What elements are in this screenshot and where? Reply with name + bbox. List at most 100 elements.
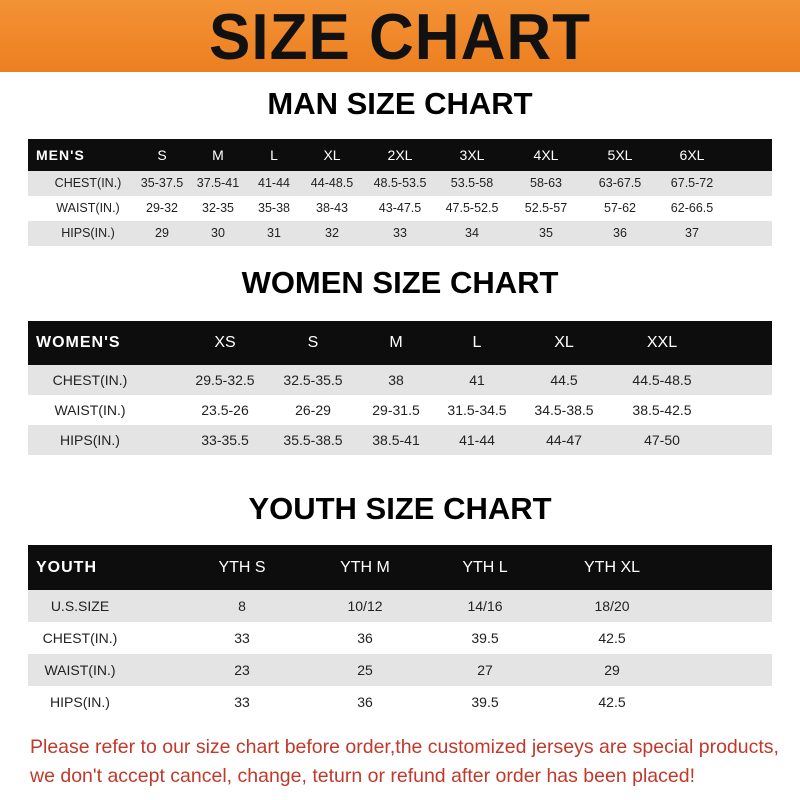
table-cell: 29	[155, 226, 169, 240]
table-cell: 30	[211, 226, 225, 240]
table-cell: 44-47	[546, 432, 582, 448]
size-header: YTH S	[218, 559, 266, 576]
title-banner: SIZE CHART	[0, 0, 800, 74]
table-row: U.S.SIZE 8 10/12 14/16 18/20	[28, 590, 772, 622]
row-label: CHEST(IN.)	[52, 372, 128, 388]
notice-line-2: we don't accept cancel, change, teturn o…	[30, 765, 695, 787]
table-cell: 62-66.5	[670, 201, 714, 215]
table-cell: 47-50	[644, 432, 680, 448]
table-title: MEN'S	[36, 147, 85, 163]
table-row: HIPS(IN.) 33-35.5 35.5-38.5 38.5-41 41-44 44-…	[28, 425, 772, 455]
table-cell: 42.5	[598, 630, 626, 646]
table-row: WAIST(IN.) 29-32 32-35 35-38 38-43 43-47.5 47.…	[28, 196, 772, 221]
order-notice: Please refer to our size chart before or…	[30, 733, 790, 791]
notice-line-1: Please refer to our size chart before or…	[30, 736, 779, 758]
table-cell: 63-67.5	[598, 176, 642, 190]
table-cell: 31.5-34.5	[447, 402, 507, 418]
women-chart-title: WOMEN SIZE CHART	[241, 265, 559, 300]
size-header: XL	[323, 147, 341, 163]
table-cell: 35-37.5	[140, 176, 184, 190]
youth-chart-title: YOUTH SIZE CHART	[248, 491, 552, 526]
table-cell: 26-29	[295, 402, 331, 418]
table-cell: 39.5	[471, 694, 499, 710]
table-cell: 44.5	[550, 372, 578, 388]
table-cell: 32-35	[202, 201, 234, 215]
table-cell: 31	[267, 226, 281, 240]
table-cell: 36	[357, 694, 373, 710]
table-cell: 57-62	[604, 201, 636, 215]
size-header: YTH XL	[583, 559, 641, 576]
table-cell: 41-44	[258, 176, 290, 190]
table-cell: 39.5	[471, 630, 499, 646]
table-row: HIPS(IN.) 33 36 39.5 42.5	[28, 686, 772, 718]
table-cell: 35.5-38.5	[283, 432, 343, 448]
table-cell: 33	[234, 630, 250, 646]
size-header: L	[472, 334, 482, 351]
size-header: YTH L	[462, 559, 508, 576]
table-cell: 33	[234, 694, 250, 710]
table-row: WAIST(IN.) 23.5-26 26-29 29-31.5 31.5-34.5 34…	[28, 395, 772, 425]
men-header-row: MEN'S S M L XL 2XL 3XL 4XL 5XL 6XL	[28, 139, 772, 171]
banner-title: SIZE CHART	[209, 1, 591, 74]
youth-header-row: YOUTH YTH S YTH M YTH L YTH XL	[28, 545, 772, 590]
size-header: XL	[554, 334, 574, 351]
size-header: YTH M	[340, 559, 390, 576]
row-label: U.S.SIZE	[50, 598, 110, 614]
table-cell: 35-38	[258, 201, 290, 215]
row-label: CHEST(IN.)	[42, 630, 118, 646]
table-row: CHEST(IN.) 29.5-32.5 32.5-35.5 38 41 44.5 44.5…	[28, 365, 772, 395]
size-header: XS	[214, 334, 236, 351]
table-cell: 29-31.5	[372, 402, 420, 418]
table-cell: 47.5-52.5	[445, 201, 499, 215]
table-cell: 38-43	[316, 201, 348, 215]
table-cell: 34	[465, 226, 479, 240]
table-cell: 27	[477, 662, 493, 678]
size-header: 5XL	[607, 147, 633, 163]
youth-size-table: YOUTH YTH S YTH M YTH L YTH XL U.S.SIZE 8 10/12…	[28, 545, 772, 718]
size-header: L	[270, 147, 278, 163]
table-cell: 37.5-41	[196, 176, 240, 190]
table-cell: 33	[393, 226, 407, 240]
table-cell: 29.5-32.5	[195, 372, 255, 388]
table-cell: 32.5-35.5	[283, 372, 343, 388]
row-label: WAIST(IN.)	[56, 201, 120, 215]
row-label: HIPS(IN.)	[60, 432, 120, 448]
table-cell: 35	[539, 226, 553, 240]
table-cell: 36	[357, 630, 373, 646]
row-label: WAIST(IN.)	[54, 402, 126, 418]
size-header: S	[157, 147, 167, 163]
table-cell: 48.5-53.5	[373, 176, 427, 190]
size-header: 3XL	[459, 147, 485, 163]
table-title: YOUTH	[36, 559, 97, 576]
row-label: CHEST(IN.)	[54, 176, 122, 190]
size-header: S	[307, 334, 319, 351]
table-cell: 18/20	[594, 598, 630, 614]
table-cell: 29-32	[146, 201, 178, 215]
table-cell: 41-44	[459, 432, 495, 448]
table-row: CHEST(IN.) 33 36 39.5 42.5	[28, 622, 772, 654]
men-chart-title: MAN SIZE CHART	[267, 86, 533, 121]
table-cell: 43-47.5	[378, 201, 422, 215]
table-cell: 32	[325, 226, 339, 240]
table-cell: 58-63	[530, 176, 562, 190]
table-cell: 29	[604, 662, 620, 678]
table-row: WAIST(IN.) 23 25 27 29	[28, 654, 772, 686]
table-cell: 37	[685, 226, 699, 240]
table-cell: 44.5-48.5	[632, 372, 692, 388]
table-cell: 53.5-58	[450, 176, 494, 190]
table-cell: 52.5-57	[524, 201, 568, 215]
table-cell: 8	[238, 598, 246, 614]
table-cell: 38.5-42.5	[632, 402, 692, 418]
row-label: WAIST(IN.)	[44, 662, 116, 678]
women-header-row: WOMEN'S XS S M L XL XXL	[28, 321, 772, 365]
size-header: XXL	[646, 334, 678, 351]
table-cell: 10/12	[347, 598, 383, 614]
table-cell: 25	[357, 662, 373, 678]
size-header: M	[212, 147, 224, 163]
table-cell: 14/16	[467, 598, 503, 614]
table-cell: 44-48.5	[310, 176, 354, 190]
table-row: HIPS(IN.) 29 30 31 32 33 34 35 36 37	[28, 221, 772, 246]
table-row: CHEST(IN.) 35-37.5 37.5-41 41-44 44-48.5 48.5…	[28, 171, 772, 196]
size-header: 4XL	[533, 147, 559, 163]
table-cell: 23	[234, 662, 250, 678]
